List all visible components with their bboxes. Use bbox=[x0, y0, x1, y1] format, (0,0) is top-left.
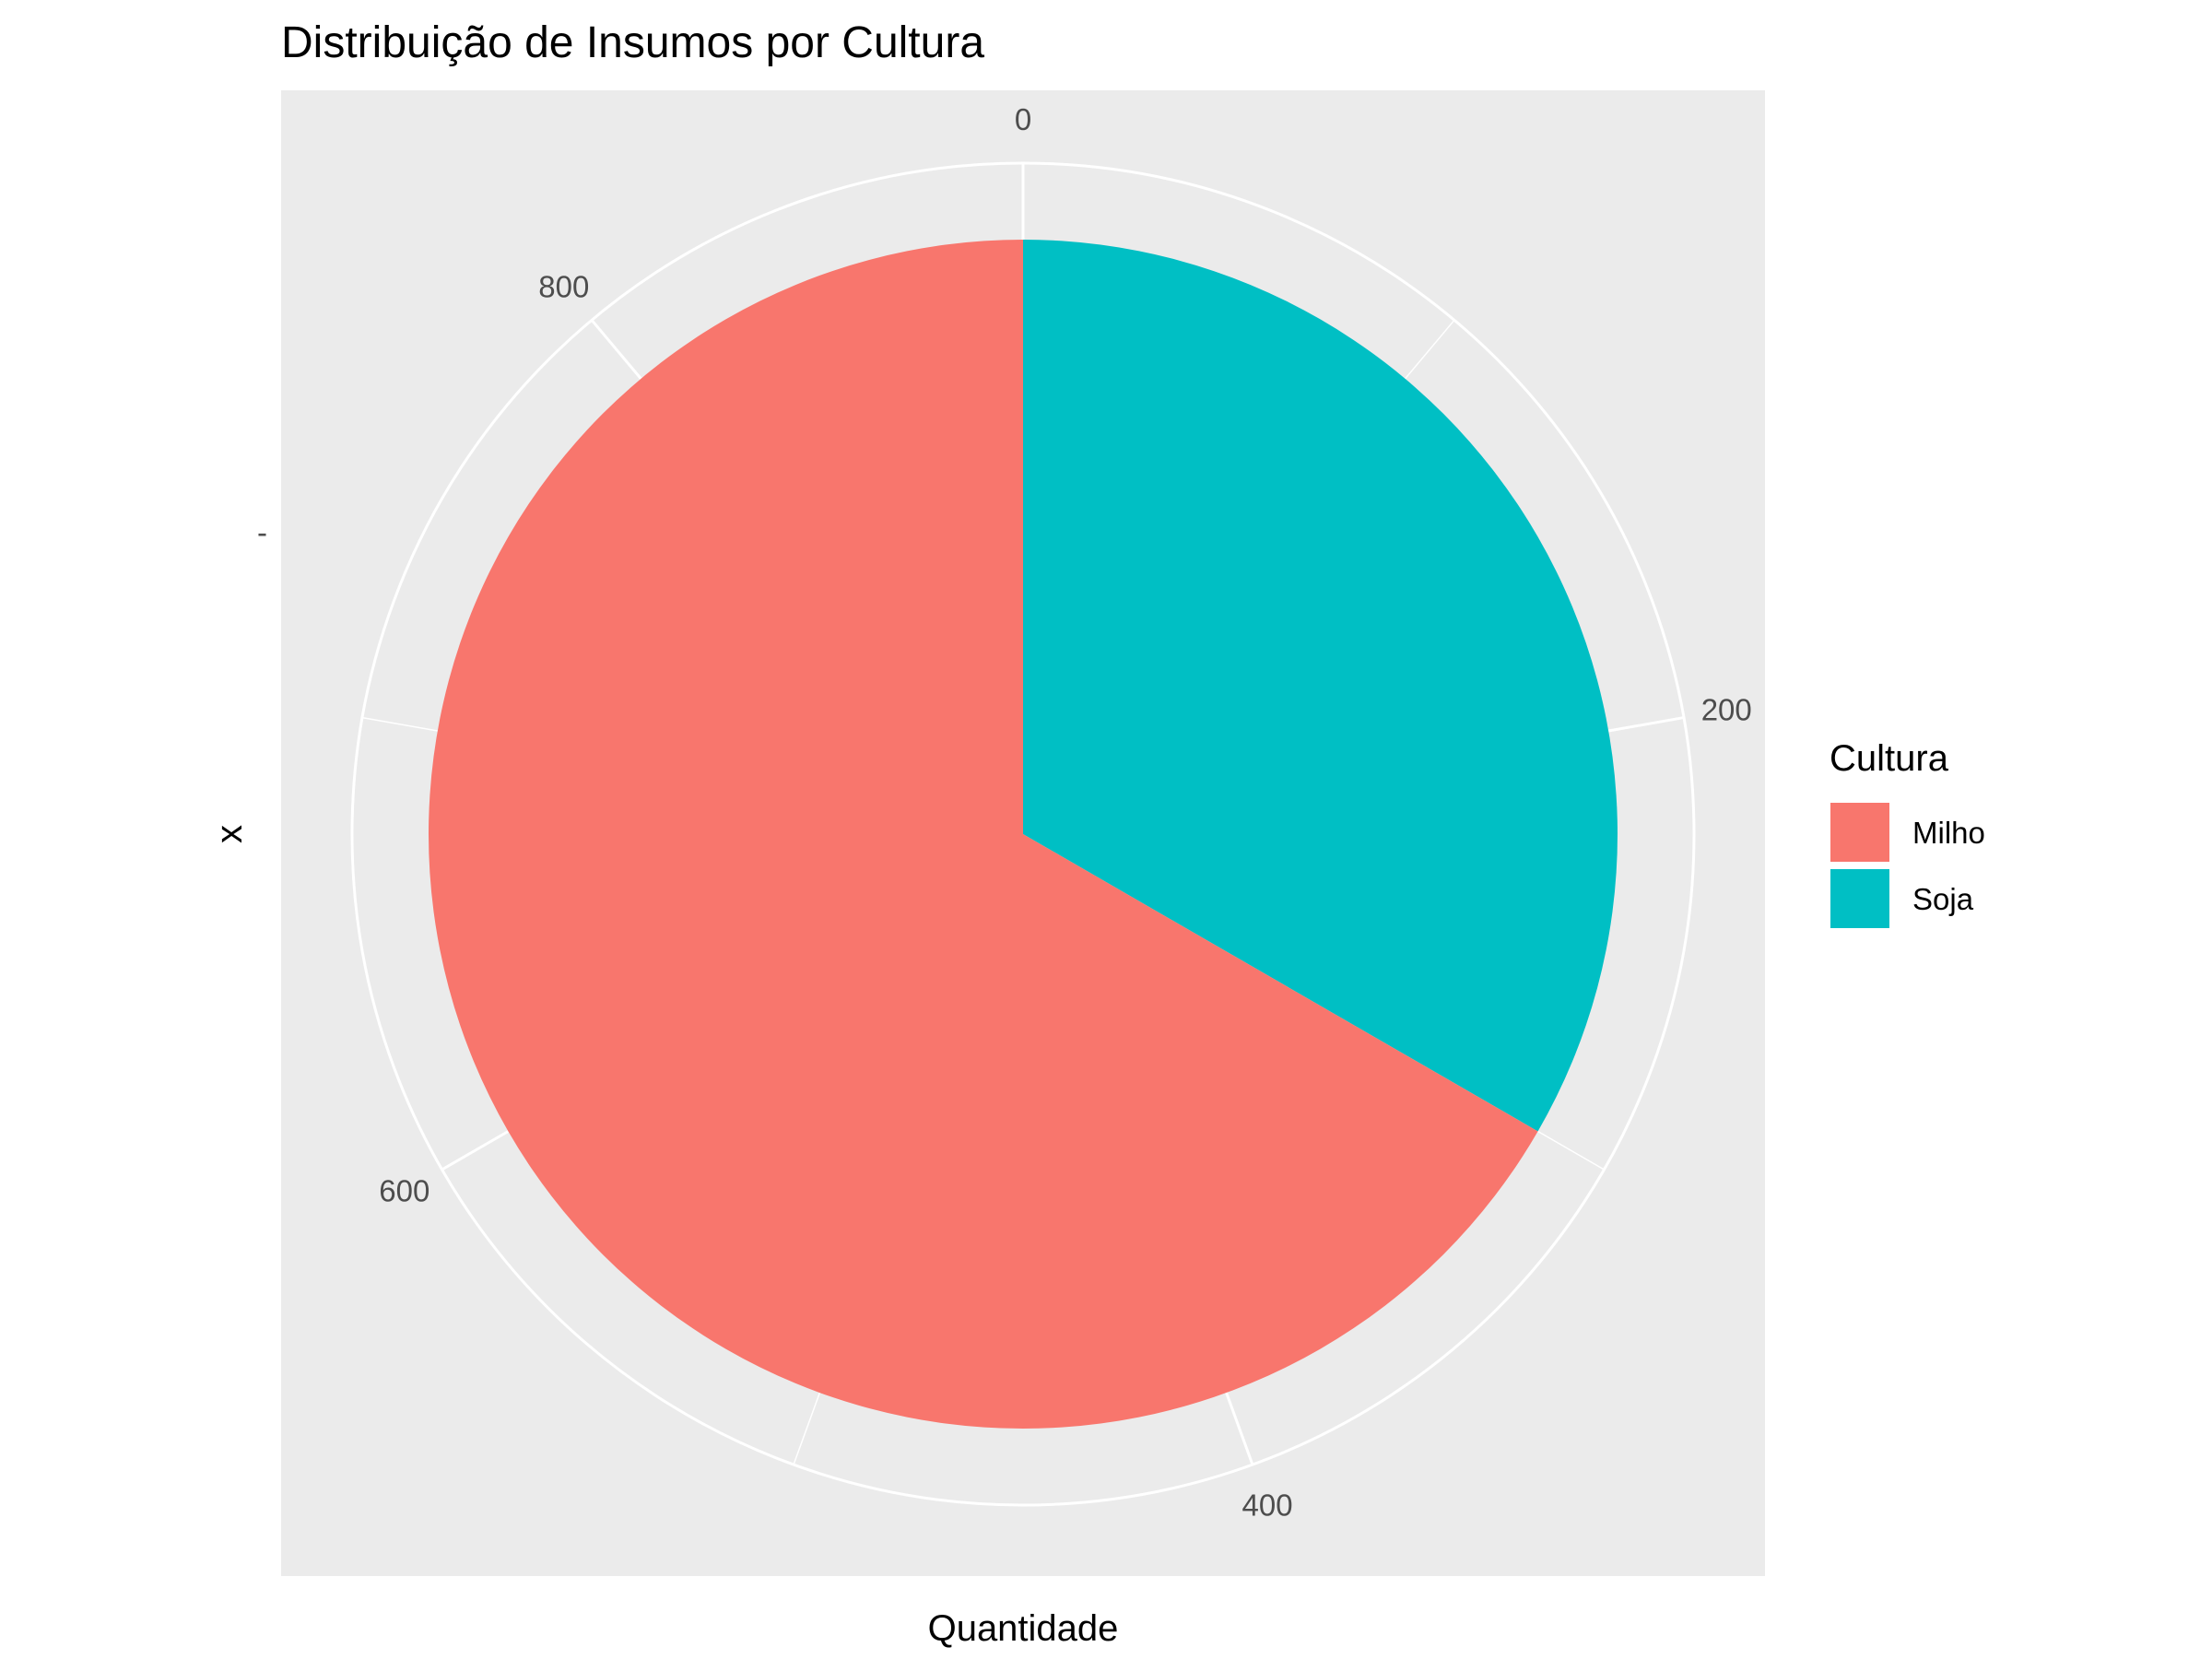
theta-tick-0: 0 bbox=[1015, 102, 1031, 136]
legend-label-milho: Milho bbox=[1912, 816, 1985, 850]
major-gridline-1 bbox=[1607, 716, 1685, 733]
y-axis-tick-label: - bbox=[257, 515, 267, 549]
minor-gridline-2 bbox=[793, 1392, 821, 1465]
major-gridline-3 bbox=[441, 1130, 510, 1171]
legend-items: Milho Soja bbox=[1829, 801, 1985, 930]
legend-key-soja bbox=[1829, 867, 1891, 930]
legend-key-milho bbox=[1829, 801, 1891, 864]
minor-gridline-0 bbox=[1405, 319, 1455, 380]
theta-tick-labels: 0 200 400 600 800 bbox=[379, 102, 1751, 1522]
polar-grid bbox=[350, 161, 1696, 1507]
slice-soja bbox=[1023, 240, 1618, 1132]
minor-gridline-1 bbox=[1537, 1130, 1605, 1171]
minor-gridline-3 bbox=[361, 716, 438, 732]
legend-title: Cultura bbox=[1830, 738, 1949, 779]
major-gridline-2 bbox=[1225, 1392, 1254, 1465]
major-gridline-4 bbox=[590, 319, 642, 380]
theta-tick-600: 600 bbox=[379, 1174, 429, 1208]
legend-label-soja: Soja bbox=[1912, 882, 1974, 916]
legend: Cultura Milho Soja bbox=[1829, 738, 1985, 930]
slice-milho bbox=[429, 240, 1538, 1429]
x-axis-title: Quantidade bbox=[928, 1608, 1119, 1649]
theta-tick-200: 200 bbox=[1701, 692, 1752, 726]
chart-title: Distribuição de Insumos por Cultura bbox=[281, 18, 984, 67]
y-axis-title: x bbox=[209, 825, 250, 843]
theta-tick-800: 800 bbox=[538, 269, 589, 303]
pie-slices bbox=[429, 240, 1618, 1429]
theta-tick-400: 400 bbox=[1242, 1488, 1293, 1522]
